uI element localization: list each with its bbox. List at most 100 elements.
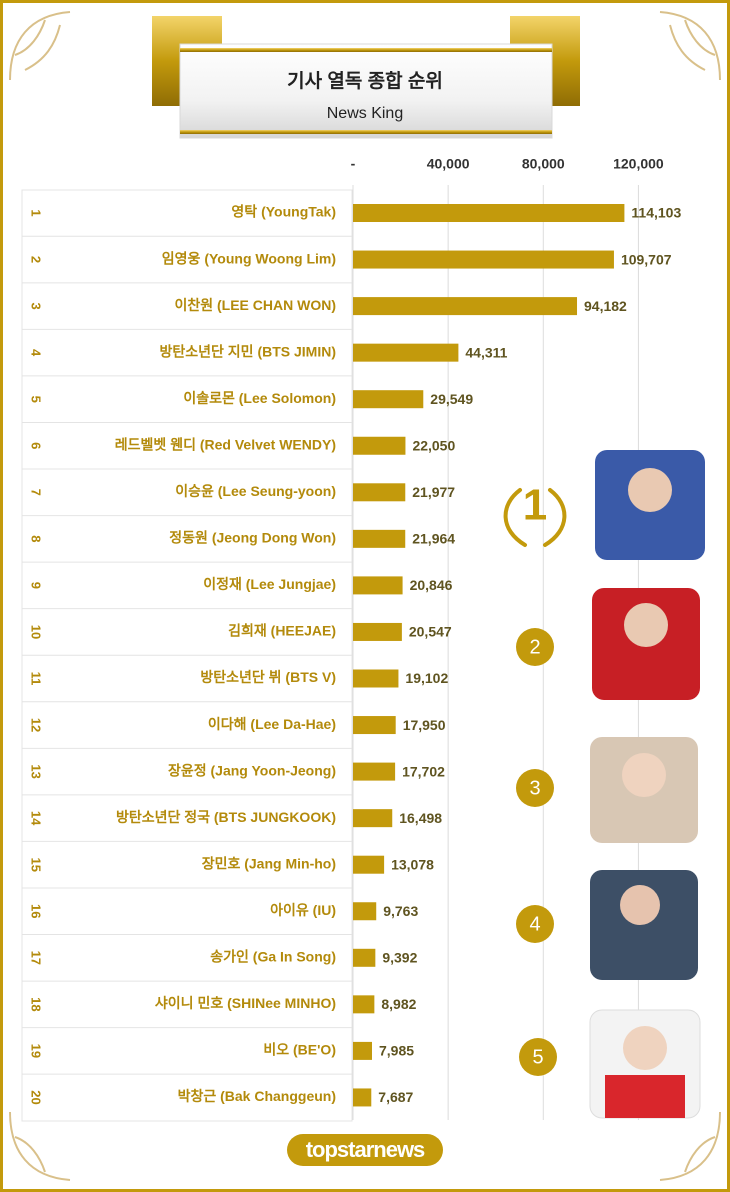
photo-face	[624, 603, 668, 647]
bar	[353, 809, 393, 828]
rank-label: 2	[29, 256, 44, 263]
bar	[353, 669, 399, 688]
value-label: 19,102	[405, 670, 448, 686]
rank-label: 18	[29, 997, 44, 1011]
value-label: 21,964	[412, 531, 455, 547]
category-label: 장윤정 (Jang Yoon-Jeong)	[168, 762, 336, 778]
category-label: 이정재 (Lee Jungjae)	[203, 576, 336, 592]
rank-label: 19	[29, 1044, 44, 1058]
rank-badge: 3	[529, 777, 540, 799]
chart-subtitle: News King	[327, 105, 403, 122]
rank-label: 12	[29, 718, 44, 732]
category-label: 아이유 (IU)	[270, 902, 336, 918]
category-label: 장민호 (Jang Min-ho)	[202, 855, 336, 871]
title-banner	[152, 16, 580, 139]
rank-label: 13	[29, 764, 44, 778]
bar	[353, 576, 403, 595]
rank-label: 5	[29, 396, 44, 403]
value-label: 9,763	[383, 903, 418, 919]
category-label: 방탄소년단 지민 (BTS JIMIN)	[160, 343, 337, 359]
bar	[353, 948, 376, 967]
bar	[353, 995, 375, 1014]
category-label: 박창근 (Bak Changgeun)	[178, 1088, 336, 1104]
corner-ornaments	[9, 11, 721, 1181]
category-label: 레드벨벳 웬디 (Red Velvet WENDY)	[115, 436, 336, 452]
bar	[353, 483, 406, 502]
bar	[353, 1088, 372, 1107]
bar	[353, 855, 385, 874]
photo-face	[623, 1026, 667, 1070]
rank-label: 20	[29, 1090, 44, 1104]
value-label: 44,311	[465, 344, 507, 360]
photos	[589, 450, 705, 1119]
bar	[353, 529, 406, 548]
bar	[353, 390, 424, 409]
category-label: 이승윤 (Lee Seung-yoon)	[175, 483, 336, 499]
value-label: 7,985	[379, 1043, 414, 1059]
rank-badge: 5	[532, 1046, 543, 1068]
value-label: 22,050	[412, 437, 455, 453]
bar	[353, 204, 625, 222]
rank-badge-bg	[516, 905, 554, 943]
x-tick-label: 120,000	[613, 156, 664, 172]
rank-label: 8	[29, 535, 44, 542]
bar	[353, 716, 396, 735]
category-label: 샤이니 민호 (SHINee MINHO)	[155, 995, 336, 1011]
x-tick-label: 40,000	[427, 156, 470, 172]
category-label: 이다해 (Lee Da-Hae)	[208, 716, 336, 732]
rank-label: 9	[29, 582, 44, 589]
bar	[353, 1041, 372, 1060]
rank-badge-bg	[516, 628, 554, 666]
rank-label: 17	[29, 951, 44, 965]
bar	[353, 436, 406, 455]
rank-label: 1	[29, 209, 44, 216]
category-label: 임영웅 (Young Woong Lim)	[162, 250, 336, 266]
value-label: 17,950	[403, 717, 446, 733]
value-label: 20,547	[409, 624, 452, 640]
bar	[353, 250, 614, 269]
value-label: 94,182	[584, 298, 627, 314]
photo	[590, 870, 698, 980]
x-tick-label: 80,000	[522, 156, 565, 172]
badges: 1 2 3 4 5	[516, 481, 557, 1076]
category-label: 비오 (BE'O)	[263, 1042, 336, 1058]
photo-clothes	[605, 1075, 685, 1118]
rank-label: 7	[29, 489, 44, 496]
bar	[353, 902, 377, 921]
photo-face	[622, 753, 666, 797]
category-label: 정동원 (Jeong Dong Won)	[169, 530, 336, 546]
value-label: 9,392	[382, 950, 417, 966]
rank-label: 10	[29, 625, 44, 639]
category-label: 영탁 (YoungTak)	[231, 204, 336, 220]
rank-label: 11	[29, 672, 44, 686]
bar	[353, 622, 402, 641]
bar	[353, 762, 396, 781]
laurel	[503, 488, 567, 547]
category-label: 이솔로몬 (Lee Solomon)	[183, 390, 336, 406]
rank-medal: 1	[523, 481, 547, 530]
value-label: 8,982	[381, 996, 416, 1012]
footer-logo: topstarnews	[306, 1137, 425, 1162]
rank-label: 16	[29, 904, 44, 918]
value-label: 114,103	[631, 205, 681, 221]
x-tick-label: -	[351, 156, 356, 172]
value-label: 16,498	[399, 810, 442, 826]
value-label: 7,687	[378, 1089, 413, 1105]
value-label: 20,846	[410, 577, 453, 593]
category-label: 방탄소년단 뷔 (BTS V)	[200, 669, 336, 685]
footer-logo-bg	[287, 1134, 443, 1166]
category-label: 방탄소년단 정국 (BTS JUNGKOOK)	[116, 809, 336, 825]
rank-badge-bg	[519, 1038, 557, 1076]
value-label: 21,977	[412, 484, 455, 500]
bar	[353, 297, 578, 316]
rank-label: 4	[29, 349, 44, 357]
value-label: 29,549	[430, 391, 473, 407]
rank-label: 14	[29, 811, 44, 826]
bar	[353, 343, 459, 362]
value-label: 109,707	[621, 251, 672, 267]
value-label: 17,702	[402, 763, 445, 779]
photo-face	[620, 885, 660, 925]
rank-label: 15	[29, 857, 44, 871]
category-label: 김희재 (HEEJAE)	[228, 623, 336, 639]
rank-badge: 4	[529, 913, 540, 935]
